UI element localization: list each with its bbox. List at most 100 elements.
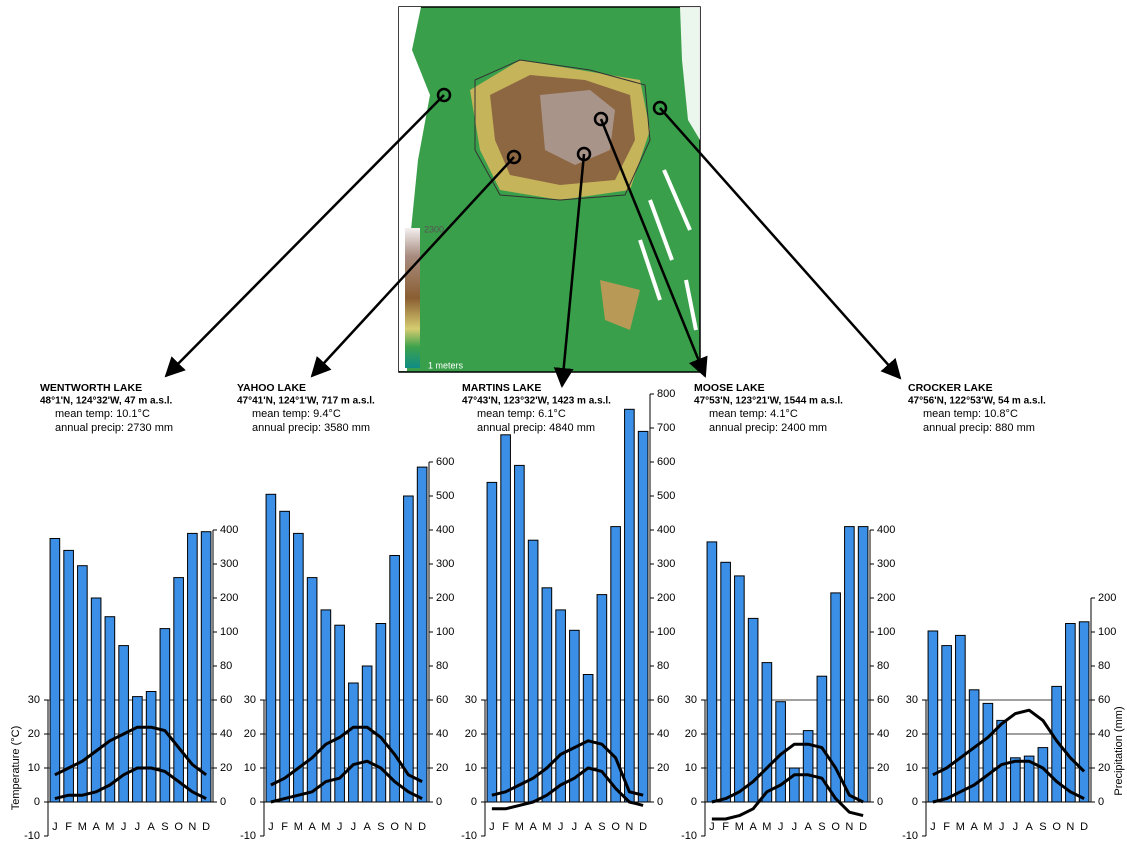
chart-title: MARTINS LAKE <box>462 382 541 394</box>
y-tick-label: 30 <box>465 694 477 706</box>
x-tick-label: J <box>268 821 274 833</box>
bar <box>307 578 317 802</box>
climate-chart: CROCKER LAKE 47°56'N, 122°53'W, 54 m a.s.… <box>902 382 1125 841</box>
y2-tick-label: 40 <box>657 728 669 740</box>
bar <box>404 496 414 802</box>
x-tick-label: O <box>174 821 183 833</box>
bar <box>417 467 427 802</box>
x-tick-label: J <box>121 821 127 833</box>
bar <box>803 731 813 802</box>
y2-tick-label: 0 <box>877 796 883 808</box>
bar <box>1038 748 1048 802</box>
bar <box>1011 758 1021 802</box>
x-tick-label: S <box>1039 821 1046 833</box>
y-tick-label: 10 <box>244 762 256 774</box>
x-tick-label: S <box>377 821 384 833</box>
y2-tick-label: 0 <box>657 796 663 808</box>
x-tick-label: F <box>281 821 288 833</box>
annotation: mean temp: 6.1°C <box>477 408 566 420</box>
y-tick-label: -10 <box>240 830 256 841</box>
chart-title: CROCKER LAKE <box>908 382 993 394</box>
y2-tick-label: 100 <box>436 626 454 638</box>
bar <box>845 527 855 802</box>
y-tick-label: 0 <box>471 796 477 808</box>
bar <box>321 610 331 802</box>
y-tick-label: 0 <box>34 796 40 808</box>
x-tick-label: F <box>943 821 950 833</box>
y2-tick-label: 40 <box>877 728 889 740</box>
y-tick-label: 20 <box>685 728 697 740</box>
annotation: annual precip: 2730 mm <box>55 422 173 434</box>
x-tick-label: D <box>202 821 210 833</box>
bar <box>556 610 566 802</box>
x-tick-label: N <box>188 821 196 833</box>
x-tick-label: A <box>529 821 537 833</box>
y-tick-label: 20 <box>465 728 477 740</box>
x-tick-label: J <box>778 821 784 833</box>
x-tick-label: S <box>598 821 605 833</box>
y2-tick-label: 0 <box>220 796 226 808</box>
y2-tick-label: 60 <box>657 694 669 706</box>
x-tick-label: O <box>390 821 399 833</box>
y2-tick-label: 200 <box>436 592 454 604</box>
bar <box>748 618 758 802</box>
x-tick-label: F <box>722 821 729 833</box>
x-tick-label: D <box>859 821 867 833</box>
y2-tick-label: 300 <box>657 558 675 570</box>
climate-chart: MARTINS LAKE47°43'N, 123°32'W, 1423 m a.… <box>461 382 675 841</box>
y2-tick-label: 300 <box>436 558 454 570</box>
chart-subtitle: 47°56'N, 122°53'W, 54 m a.s.l. <box>908 396 1046 407</box>
x-tick-label: J <box>135 821 141 833</box>
bar <box>266 494 276 802</box>
y2-tick-label: 80 <box>1098 660 1110 672</box>
y2-tick-label: 400 <box>436 524 454 536</box>
y-tick-label: 0 <box>691 796 697 808</box>
y2-tick-label: 80 <box>657 660 669 672</box>
y2-tick-label: 500 <box>436 490 454 502</box>
annotation: mean temp: 4.1°C <box>709 408 798 420</box>
bar <box>501 435 511 802</box>
x-tick-label: O <box>831 821 840 833</box>
x-tick-label: A <box>804 821 812 833</box>
bar <box>280 511 290 802</box>
x-tick-label: D <box>639 821 647 833</box>
bar <box>762 663 772 802</box>
x-tick-label: O <box>1052 821 1061 833</box>
x-tick-label: N <box>404 821 412 833</box>
bar <box>146 692 156 803</box>
x-tick-label: N <box>1066 821 1074 833</box>
y-tick-label: 10 <box>465 762 477 774</box>
bar <box>528 540 538 802</box>
y2-tick-label: 60 <box>877 694 889 706</box>
bar <box>1066 624 1076 803</box>
y2-tick-label: 300 <box>220 558 238 570</box>
x-tick-label: F <box>502 821 509 833</box>
map-legend-min: 1 meters <box>428 360 464 370</box>
x-tick-label: F <box>65 821 72 833</box>
bar <box>721 562 731 802</box>
x-tick-label: M <box>294 821 303 833</box>
x-tick-label: M <box>762 821 771 833</box>
y2-tick-label: 300 <box>877 558 895 570</box>
x-tick-label: M <box>956 821 965 833</box>
y2-tick-label: 40 <box>220 728 232 740</box>
chart-title: WENTWORTH LAKE <box>40 382 142 394</box>
x-tick-label: A <box>749 821 757 833</box>
bar <box>707 542 717 802</box>
y-tick-label: 10 <box>906 762 918 774</box>
y-axis-label: Temperature (°C) <box>10 726 22 810</box>
y-tick-label: 10 <box>685 762 697 774</box>
map: 2300 1 meters <box>399 7 700 372</box>
x-tick-label: A <box>308 821 316 833</box>
x-tick-label: J <box>337 821 343 833</box>
bar <box>928 631 938 802</box>
y2-tick-label: 80 <box>220 660 232 672</box>
x-tick-label: M <box>105 821 114 833</box>
y2-tick-label: 200 <box>220 592 238 604</box>
x-tick-label: J <box>558 821 564 833</box>
x-tick-label: J <box>52 821 58 833</box>
x-tick-label: J <box>572 821 578 833</box>
x-tick-label: N <box>625 821 633 833</box>
